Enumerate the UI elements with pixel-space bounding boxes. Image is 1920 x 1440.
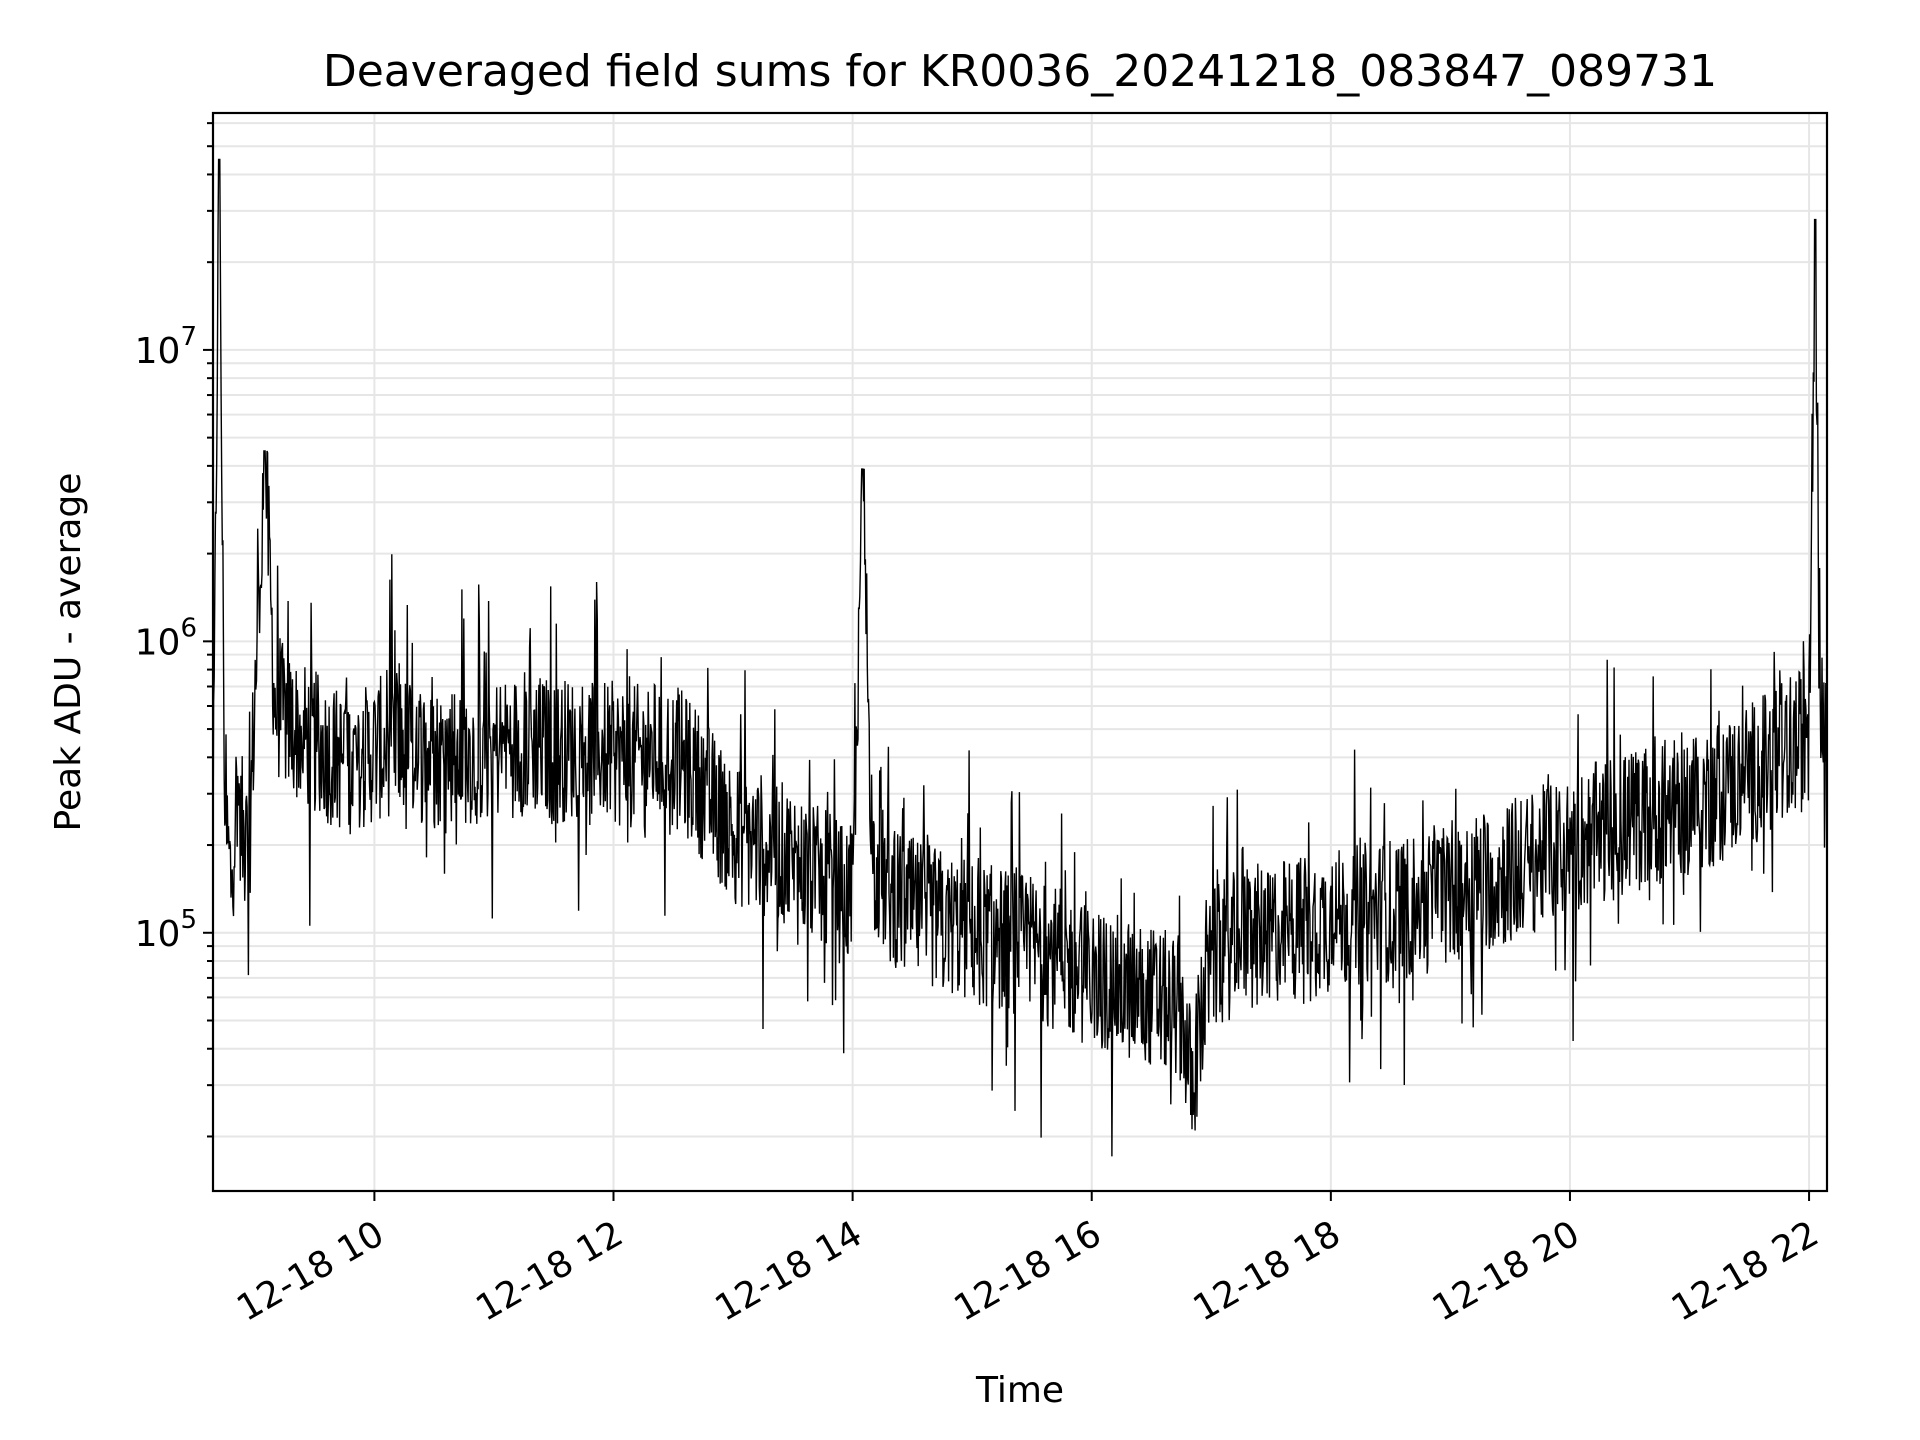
y-tick-label: 107 — [135, 322, 197, 372]
y-axis-ticks: 105 106 107 — [135, 122, 213, 1138]
y-tick-label: 105 — [135, 905, 197, 955]
chart-title: Deaveraged field sums for KR0036_2024121… — [323, 46, 1717, 97]
series-layer — [212, 158, 1828, 1157]
x-axis-label: Time — [975, 1370, 1064, 1411]
y-tick-label: 106 — [135, 613, 197, 663]
y-axis-label: Peak ADU - average — [48, 473, 89, 832]
plot-frame — [211, 111, 1829, 1193]
series-line-0 — [212, 158, 1828, 1157]
